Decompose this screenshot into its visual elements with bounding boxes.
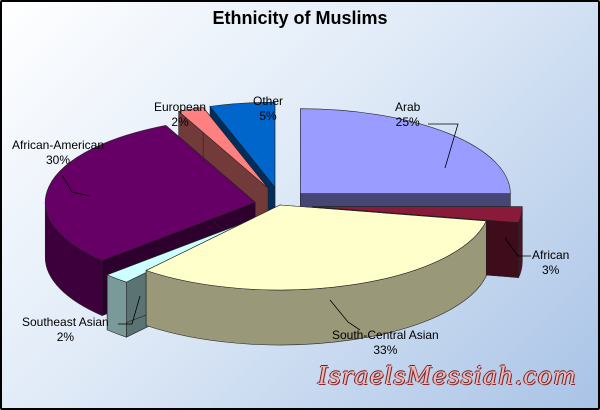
leader-line-arab [428, 123, 459, 169]
other-label-name: Other [253, 94, 284, 108]
slice-label-african-american: African-American 30% [12, 138, 104, 168]
leader-line-southeast-asian [118, 295, 141, 325]
slice-top-other [209, 101, 276, 189]
slice-top-african-american [44, 125, 256, 261]
slice-label-southeast-asian: Southeast Asian 2% [22, 315, 109, 345]
slice-side-southeast-asian-0 [106, 274, 127, 338]
african-american-label-value: 30% [46, 153, 71, 167]
slice-label-other: Other 5% [253, 94, 283, 124]
leader-line-south-central-asian [329, 299, 361, 331]
chart-title: Ethnicity of Muslims [212, 8, 388, 28]
slice-label-european: European 2% [154, 100, 206, 130]
slice-label-south-central-asian: South-Central Asian 33% [332, 328, 439, 358]
slice-top-european [177, 107, 269, 189]
african-american-label-name: African-American [12, 138, 105, 152]
southeast-asian-label-name: Southeast Asian [22, 315, 109, 329]
other-label-value: 5% [259, 109, 277, 123]
southeast-asian-label-value: 2% [56, 330, 75, 344]
slice-label-arab: Arab 25% [395, 100, 420, 130]
slice-top-south-central-asian [145, 204, 487, 291]
leader-line-african-american [61, 174, 91, 197]
slice-top-arab [300, 108, 511, 194]
european-label-value: 2% [171, 115, 189, 129]
slice-top-southeast-asian [106, 216, 261, 283]
slice-top-african [312, 206, 523, 223]
south-central-asian-label-value: 33% [373, 343, 398, 357]
arab-label-value: 25% [395, 115, 420, 129]
arab-label-name: Arab [395, 100, 421, 114]
slice-label-african: African 3% [532, 248, 569, 278]
leader-line-african [504, 237, 531, 257]
south-central-asian-label-name: South-Central Asian [332, 328, 439, 342]
african-label-name: African [532, 248, 570, 262]
watermark-logo: IsraelsMessiah.com [318, 362, 577, 390]
african-label-value: 3% [542, 263, 560, 277]
european-label-name: European [154, 100, 207, 114]
pie-slice-south-central-asian [145, 204, 487, 346]
